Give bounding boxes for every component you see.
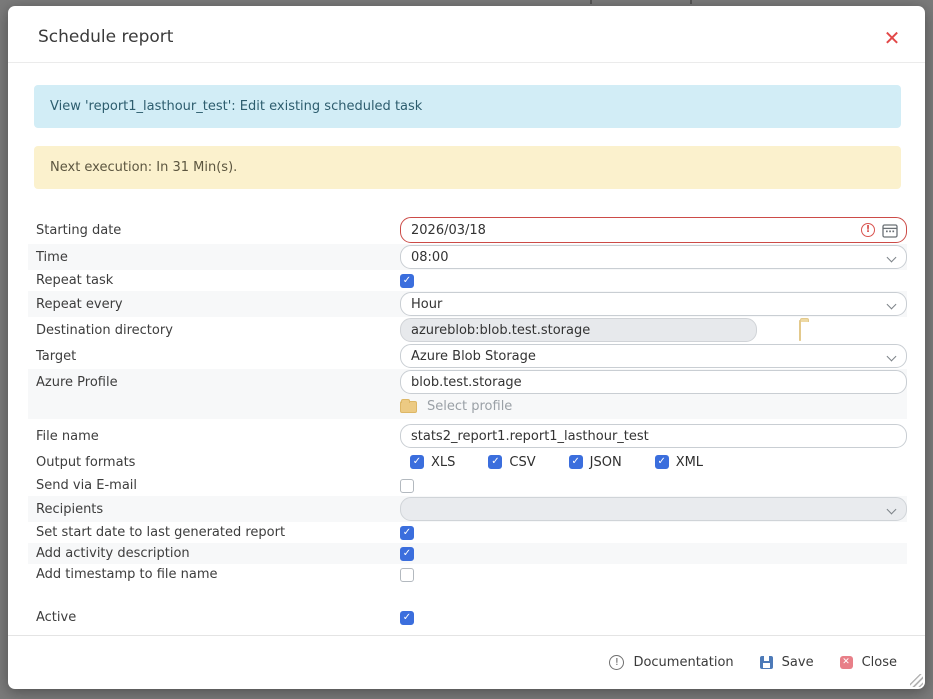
field-set-start-date: Set start date to last generated report [28,522,907,543]
field-time: Time 08:00 [28,244,907,270]
dialog-header: Schedule report ✕ [8,6,925,63]
field-select-profile: Select profile [28,395,907,419]
info-banner: View 'report1_lasthour_test': Edit exist… [34,85,901,128]
time-label: Time [36,249,68,265]
folder-icon [799,319,801,341]
page-title: Schedule report [38,27,174,47]
repeat-every-select[interactable]: Hour [400,292,907,316]
field-add-activity-description: Add activity description [28,543,907,564]
field-file-name: File name [28,423,907,449]
folder-open-icon [400,398,417,413]
format-csv-checkbox[interactable] [488,455,503,469]
azure-profile-label: Azure Profile [36,374,118,390]
format-xls-label: XLS [431,454,456,470]
schedule-form: Starting date ! [28,216,907,628]
format-xls-option[interactable]: XLS [410,455,455,470]
set-start-date-checkbox[interactable] [400,525,414,540]
time-select-value: 08:00 [411,249,449,265]
select-profile-link[interactable]: Select profile [400,398,513,414]
azure-profile-input[interactable] [400,370,907,394]
send-via-email-checkbox[interactable] [400,478,414,493]
target-label: Target [36,348,77,364]
format-xml-option[interactable]: XML [654,454,704,470]
target-select-value: Azure Blob Storage [411,348,536,364]
field-starting-date: Starting date ! [28,216,907,244]
close-icon[interactable]: ✕ [883,26,901,50]
chevron-down-icon [886,299,897,310]
output-formats-label: Output formats [36,454,136,470]
add-activity-description-label: Add activity description [36,546,190,561]
send-via-email-label: Send via E-mail [36,478,138,493]
close-square-icon: ✕ [839,656,853,669]
file-name-label: File name [36,428,99,444]
info-circle-icon: ! [609,655,625,670]
starting-date-label: Starting date [36,222,122,238]
repeat-task-label: Repeat task [36,273,114,288]
format-xml-checkbox[interactable] [654,455,669,469]
format-json-checkbox[interactable] [568,455,583,469]
field-repeat-task: Repeat task [28,270,907,291]
select-profile-label: Select profile [427,399,513,414]
resize-handle[interactable] [910,674,923,687]
close-button[interactable]: ✕ Close [839,655,897,670]
dialog-footer: ! Documentation Save ✕ Close [8,635,925,689]
schedule-report-dialog: Schedule report ✕ View 'report1_lasthour… [8,6,925,689]
format-json-label: JSON [589,454,622,470]
field-azure-profile: Azure Profile [28,369,907,395]
chevron-down-icon [886,252,897,263]
field-add-timestamp: Add timestamp to file name [28,564,907,585]
format-csv-option[interactable]: CSV [488,454,536,470]
repeat-every-label: Repeat every [36,296,123,312]
active-label: Active [36,610,77,625]
next-execution-banner: Next execution: In 31 Min(s). [34,146,901,189]
recipients-label: Recipients [36,501,104,517]
target-select[interactable]: Azure Blob Storage [400,344,907,368]
floppy-save-icon [759,656,773,669]
file-name-input[interactable] [400,424,907,448]
field-destination-directory: Destination directory [28,317,907,343]
chevron-down-icon [886,351,897,362]
close-button-label: Close [861,655,897,670]
documentation-button-label: Documentation [633,655,734,670]
field-send-via-email: Send via E-mail [28,475,907,496]
validation-error-icon: ! [861,223,875,237]
add-timestamp-label: Add timestamp to file name [36,567,218,582]
save-button[interactable]: Save [759,655,814,670]
starting-date-input[interactable] [400,217,907,243]
field-output-formats: Output formats XLS CSV JSON [28,449,907,475]
browse-folder-button[interactable] [799,319,801,341]
repeat-every-select-value: Hour [411,296,443,312]
set-start-date-label: Set start date to last generated report [36,525,286,540]
save-button-label: Save [781,655,814,670]
add-activity-description-checkbox[interactable] [400,546,414,561]
destination-directory-input [400,318,757,342]
format-xml-label: XML [675,454,704,470]
field-recipients: Recipients [28,496,907,522]
add-timestamp-checkbox[interactable] [400,567,414,582]
calendar-icon[interactable] [882,223,898,242]
documentation-button[interactable]: ! Documentation [609,655,734,670]
format-json-option[interactable]: JSON [568,454,622,470]
destination-directory-label: Destination directory [36,322,173,338]
format-csv-label: CSV [509,454,536,470]
format-xls-checkbox[interactable] [410,455,424,469]
field-target: Target Azure Blob Storage [28,343,907,369]
field-active: Active [28,607,907,628]
field-repeat-every: Repeat every Hour [28,291,907,317]
chevron-down-icon [886,504,897,515]
recipients-select [400,497,907,521]
repeat-task-checkbox[interactable] [400,273,414,288]
active-checkbox[interactable] [400,610,414,625]
time-select[interactable]: 08:00 [400,245,907,269]
dialog-body: View 'report1_lasthour_test': Edit exist… [8,63,925,635]
